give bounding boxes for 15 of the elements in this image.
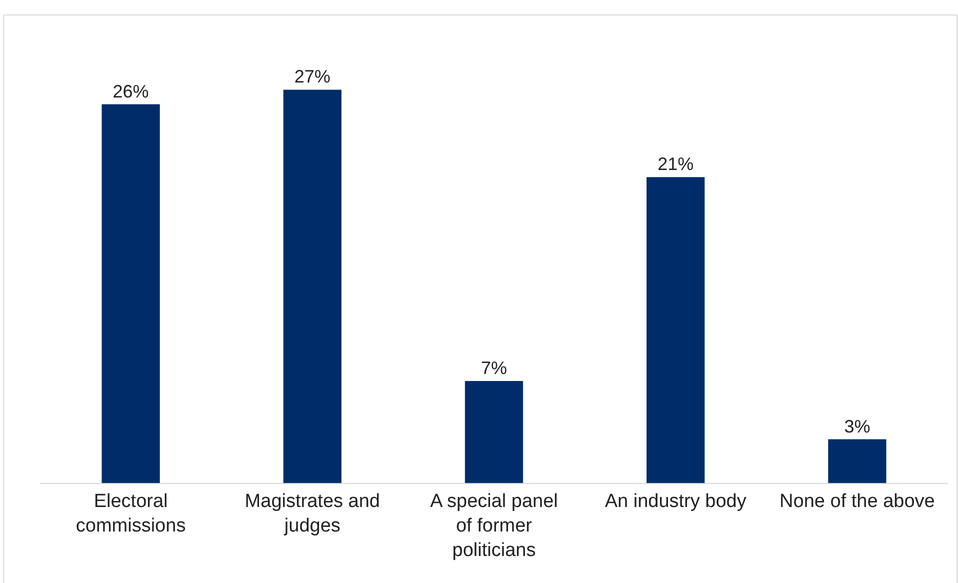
data-label: 21% [658, 154, 694, 174]
bar [102, 104, 160, 483]
data-label: 27% [294, 66, 330, 87]
bar [646, 177, 705, 483]
data-label: 26% [112, 81, 149, 102]
bar [464, 381, 524, 483]
x-tick-label: None of the above [780, 490, 935, 512]
data-label: 3% [844, 416, 870, 436]
x-tick-label: Electoral commissions [76, 490, 186, 536]
bar [828, 439, 886, 483]
x-tick-label: An industry body [604, 490, 747, 512]
data-label: 7% [480, 358, 508, 378]
bar [283, 90, 342, 483]
x-tick-label: Magistrates and judges [244, 490, 380, 536]
x-tick-label: A special panel of former politicians [430, 490, 558, 562]
